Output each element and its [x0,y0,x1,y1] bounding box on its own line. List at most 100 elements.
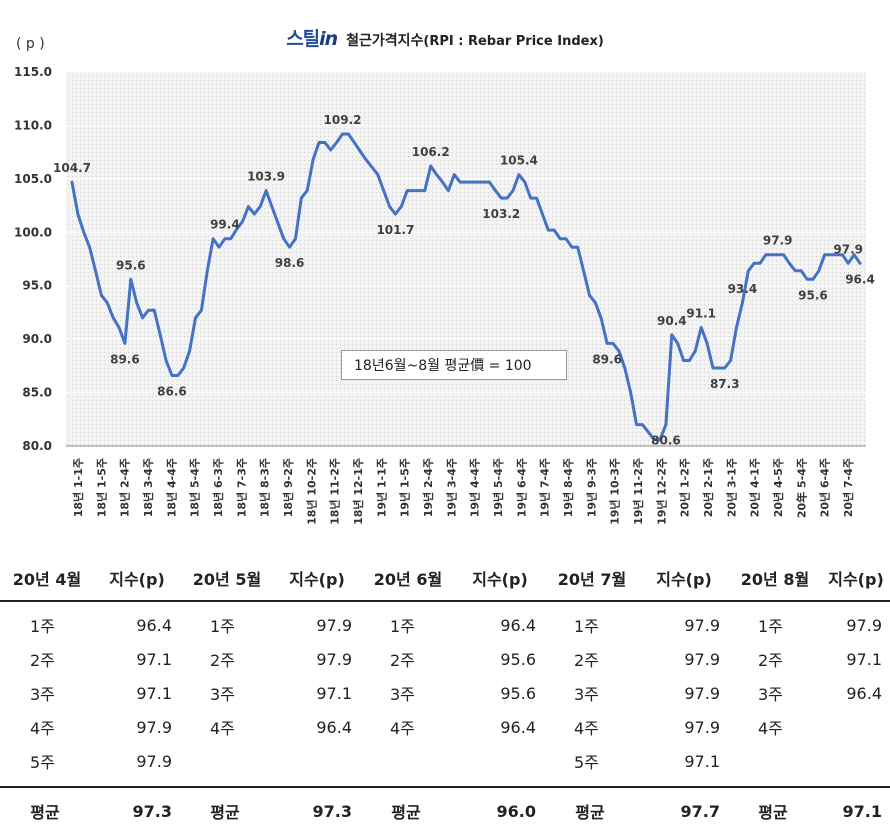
month-header: 20년 5월 [180,556,274,602]
week-label [180,744,274,778]
week-index-value: 97.1 [136,649,172,669]
data-point [111,316,115,319]
data-point [229,237,232,240]
data-point [117,326,121,329]
x-tick-label: 19년 1-5주 [398,458,412,517]
x-tick-label: 19년 12-2주 [654,458,668,525]
x-tick-label: 19년 1-1주 [374,458,388,517]
data-point [294,237,297,240]
data-point [329,148,332,152]
data-point [682,359,685,362]
week-index-value: 96.4 [500,615,536,635]
data-point [164,359,168,362]
week-label: 5주 [30,753,55,772]
table-row: 3주 97.1 3주 97.1 3주 95.6 3주 97.9 3주 96.4 [0,676,890,710]
data-point [82,231,85,234]
data-point [264,189,268,192]
y-tick-label: 105.0 [14,172,52,186]
week-index-value: 96.4 [846,683,882,703]
data-point [623,366,626,370]
index-header: 지수(p) [822,556,890,602]
week-label: 1주 [30,617,55,636]
data-point [441,180,444,184]
x-tick-label: 19년 11-2주 [631,458,645,525]
data-point [617,349,621,353]
data-point [835,253,838,256]
data-point [658,438,662,441]
data-point [417,189,421,192]
x-tick-label: 19년 4-4주 [468,458,482,517]
y-tick-label: 100.0 [14,225,52,239]
data-point [306,189,309,192]
week-label: 3주 [210,685,235,704]
steelin-logo: 스틸in [286,28,338,50]
week-label: 2주 [30,651,55,670]
week-label: 2주 [390,651,415,670]
y-tick-label: 115.0 [14,65,52,79]
data-point [805,278,809,281]
data-point [411,189,415,192]
x-tick-label: 20년 2-1주 [701,458,715,517]
weekly-table: 20년 4월 지수(p) 20년 5월 지수(p) 20년 6월 지수(p) 2… [0,556,890,834]
data-point [241,220,244,223]
x-tick-label: 20년 4-5주 [771,458,785,517]
data-point [476,180,479,184]
average-label: 평균 [544,786,640,834]
week-label: 4주 [390,719,415,738]
data-label: 95.6 [798,288,828,302]
data-point [382,189,385,192]
data-point [764,253,768,256]
data-point [694,349,697,353]
week-index-value: 95.6 [500,683,536,703]
data-point [729,359,732,362]
data-point [323,141,327,144]
data-point [558,237,562,240]
average-value: 97.3 [94,786,180,834]
x-tick-label: 18년 8-3주 [258,458,272,517]
data-point [429,164,432,168]
week-index-value: 97.9 [684,615,720,635]
x-tick-label: 19년 2-4주 [421,458,435,517]
x-tick-label: 20年 5-4주 [794,458,808,518]
data-point [364,158,368,161]
data-point [847,262,850,265]
week-index-value: 95.6 [500,649,536,669]
week-index-value: 97.9 [316,615,352,635]
data-point [464,180,468,184]
y-tick-label: 95.0 [22,279,52,293]
month-header: 20년 8월 [728,556,822,602]
average-value: 97.3 [274,786,360,834]
data-point [523,180,527,184]
week-index-value: 96.4 [316,717,352,737]
week-index-value: 97.9 [136,717,172,737]
data-label: 80.6 [651,434,681,448]
average-label: 평균 [360,786,456,834]
table-row: 2주 97.1 2주 97.9 2주 95.6 2주 97.9 2주 97.1 [0,642,890,676]
average-value: 96.0 [456,786,544,834]
week-label: 4주 [30,719,55,738]
data-point [688,359,691,362]
x-tick-label: 19년 8-4주 [561,458,575,517]
data-label: 109.2 [324,113,362,127]
data-point [235,227,238,231]
data-point [123,342,127,345]
week-index-value: 97.1 [136,683,172,703]
data-point [488,180,491,184]
average-label: 평균 [180,786,274,834]
week-label: 4주 [574,719,599,738]
average-row: 평균 97.3 평균 97.3 평균 96.0 평균 97.7 평균 97.1 [0,786,890,834]
week-index-value: 96.4 [136,615,172,635]
data-point [147,309,150,312]
month-header: 20년 4월 [0,556,94,602]
x-tick-label: 20년 7-4주 [841,458,855,517]
data-point [317,141,321,144]
data-point [811,278,815,281]
x-tick-label: 18년 10-2주 [304,458,318,525]
week-index-value: 97.9 [316,649,352,669]
x-tick-label: 19년 6-4주 [514,458,528,517]
data-point [788,262,791,265]
data-point [758,262,762,265]
data-point [511,189,515,192]
data-point [70,180,74,184]
x-tick-label: 18년 6-3주 [211,458,225,517]
